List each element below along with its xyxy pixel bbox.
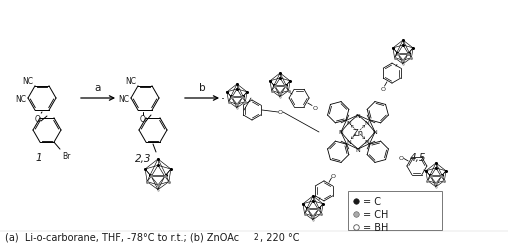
Text: = BH: = BH	[363, 222, 388, 232]
Text: Br: Br	[62, 152, 71, 160]
Text: , 220 °C: , 220 °C	[260, 232, 300, 242]
Text: = CH: = CH	[363, 209, 388, 219]
Text: N: N	[365, 121, 369, 126]
Text: a: a	[95, 83, 101, 93]
Text: NC: NC	[15, 94, 26, 103]
Text: O: O	[312, 105, 317, 110]
Text: N: N	[339, 130, 343, 135]
Text: O: O	[35, 114, 41, 123]
Text: N: N	[346, 139, 351, 144]
Text: Zn: Zn	[353, 128, 364, 137]
Text: O: O	[277, 110, 282, 115]
Text: O: O	[140, 114, 146, 123]
Text: b: b	[199, 83, 205, 93]
Text: N: N	[356, 147, 360, 152]
Text: NC: NC	[125, 76, 136, 86]
Text: O: O	[331, 173, 335, 178]
Text: = C: = C	[363, 196, 381, 206]
Text: N: N	[356, 113, 360, 118]
Text: N: N	[365, 139, 369, 144]
Text: 4,5: 4,5	[410, 152, 427, 162]
Text: (a)  Li-ο-carborane, THF, -78°C to r.t.; (b) ZnOAc: (a) Li-ο-carborane, THF, -78°C to r.t.; …	[5, 232, 239, 242]
Text: O: O	[399, 155, 404, 160]
Text: 2,3: 2,3	[135, 154, 151, 163]
Text: O: O	[380, 87, 386, 92]
Text: 2: 2	[253, 232, 258, 241]
Text: 1: 1	[36, 152, 42, 162]
Text: N: N	[346, 121, 351, 126]
Bar	[348, 191, 442, 230]
Text: N: N	[373, 130, 377, 135]
Text: NC: NC	[118, 94, 129, 103]
Text: NC: NC	[22, 76, 33, 86]
